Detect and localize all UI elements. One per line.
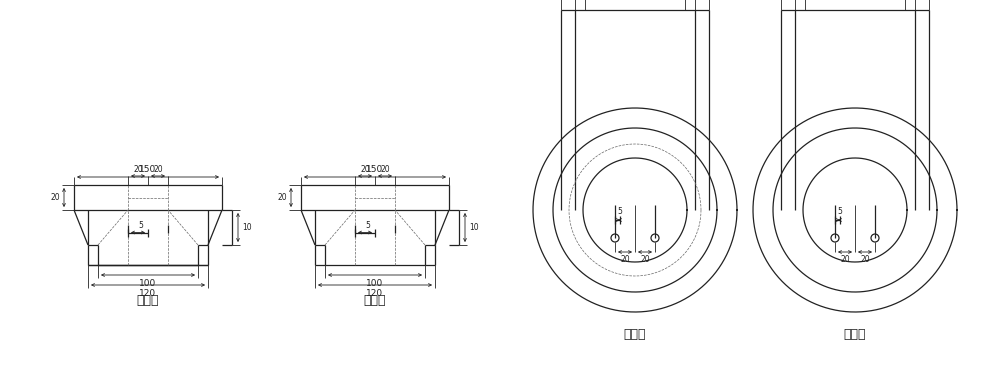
Text: 俯视图: 俯视图 [624,327,646,340]
Text: 5: 5 [366,221,370,230]
Text: 20: 20 [640,255,650,265]
Text: 20: 20 [360,165,370,175]
Text: 5: 5 [837,208,842,216]
Text: 仰视图: 仰视图 [844,327,866,340]
Text: 5: 5 [617,208,622,216]
Text: 20: 20 [133,165,143,175]
Text: 10: 10 [242,223,252,232]
Text: 20: 20 [50,193,60,202]
Text: 20: 20 [620,255,630,265]
Text: 120: 120 [139,288,157,298]
Text: 20: 20 [153,165,163,175]
Text: 120: 120 [366,288,384,298]
Text: 20: 20 [860,255,870,265]
Text: 150: 150 [366,165,384,173]
Text: 100: 100 [139,278,157,288]
Text: 20: 20 [840,255,850,265]
Text: 20: 20 [380,165,390,175]
Text: 5: 5 [139,221,143,230]
Text: 100: 100 [366,278,384,288]
Text: 10: 10 [469,223,479,232]
Text: 侧视图: 侧视图 [364,293,386,306]
Text: 主视图: 主视图 [137,293,159,306]
Text: 20: 20 [277,193,287,202]
Text: 150: 150 [139,165,157,173]
